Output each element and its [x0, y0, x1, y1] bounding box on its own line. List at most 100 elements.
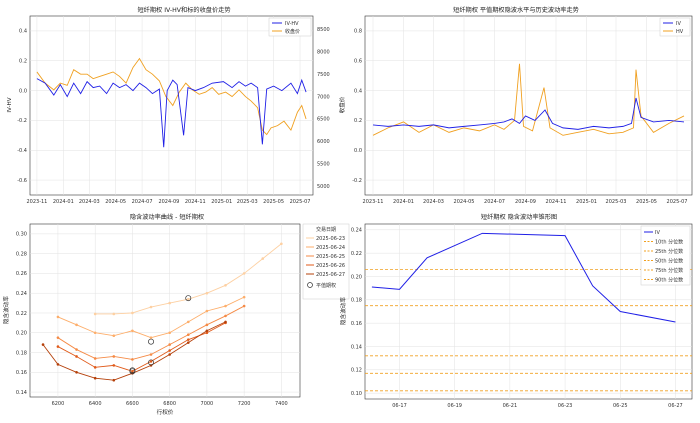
legend: IV-HV 收盘价 [268, 17, 312, 37]
atm-marker [129, 367, 136, 374]
legend-label: 90th 分位数 [655, 276, 683, 283]
data-point [205, 309, 209, 313]
data-point [168, 353, 171, 356]
y-right-tick-label: 8500 [317, 27, 330, 33]
data-point [242, 304, 246, 308]
data-point [93, 366, 97, 369]
y-left-tick-label: 0.4 [19, 29, 27, 35]
legend: 交易日期 2025-06-23 2025-06-24 2025-06-25 2025-… [302, 223, 350, 300]
x-tick-label: 2025-07 [290, 199, 311, 205]
x-tick-label: 7200 [238, 401, 251, 407]
legend-box [640, 225, 691, 286]
data-point [205, 291, 209, 295]
data-point [280, 242, 283, 246]
series-line-iv [372, 97, 685, 130]
x-tick-label: 6200 [52, 401, 65, 407]
y-axis-label: 隐含波动率 [339, 297, 347, 325]
y-tick-label: 0.28 [16, 251, 27, 257]
data-point [186, 341, 190, 344]
legend-box [302, 223, 350, 300]
data-point [112, 312, 116, 316]
data-point [56, 336, 60, 339]
x-tick-label: 2025-07 [667, 199, 688, 205]
data-point [112, 355, 116, 358]
data-point [149, 360, 153, 363]
series-line-2025-06-24 [57, 296, 245, 339]
series-line-hv [372, 63, 685, 136]
data-point [168, 331, 171, 335]
legend-label: 2025-06-25 [316, 254, 345, 260]
y-right-axis-label: 收盘价 [338, 96, 346, 113]
y-left-tick-label: -0.4 [17, 148, 27, 154]
legend-label: 2025-06-24 [316, 245, 345, 251]
x-tick-label: 6800 [163, 401, 176, 407]
data-point [224, 283, 227, 287]
y-tick-label: 0.4 [354, 88, 362, 94]
series-line-iv [371, 232, 676, 323]
y-tick-label: 0.24 [16, 291, 27, 297]
x-tick-label: 2025-05 [263, 199, 284, 205]
legend-label: IV [655, 230, 660, 236]
data-point [75, 355, 78, 358]
x-tick-label: 06-17 [392, 403, 407, 409]
data-point [131, 358, 134, 361]
y-tick-label: 0.18 [351, 298, 362, 304]
y-tick-label: 0.12 [351, 368, 362, 374]
plot-frame [29, 15, 314, 196]
y-left-tick-label: 0.2 [19, 59, 27, 65]
x-tick-label: 6600 [126, 401, 139, 407]
x-tick-label: 2024-05 [105, 199, 126, 205]
data-point [93, 312, 97, 316]
y-tick-label: 0.2 [354, 118, 362, 124]
y-left-tick-label: -0.6 [17, 178, 27, 184]
y-tick-label: 0.22 [16, 311, 27, 317]
legend-label: 50th 分位数 [655, 257, 683, 264]
data-point [205, 329, 209, 333]
data-point [205, 323, 209, 327]
y-tick-label: -0.2 [352, 178, 362, 184]
series-line-2025-06-23 [95, 243, 282, 315]
atm-marker [148, 338, 154, 345]
x-tick-label: 2025-01 [211, 199, 232, 205]
data-point [131, 311, 134, 315]
data-point [186, 333, 190, 337]
legend-title: 交易日期 [316, 226, 336, 233]
x-tick-label: 06-19 [447, 403, 462, 409]
chart-atm-iv-hv: 短纤期权 平值期权隐波水平与历史波动率走势 2023-11 2024-01 2024… [352, 6, 693, 205]
x-tick-label: 2024-05 [454, 199, 475, 205]
x-tick-label: 2023-11 [26, 199, 47, 205]
data-point [149, 353, 153, 356]
x-tick-label: 2024-01 [393, 199, 414, 205]
data-point [131, 369, 134, 373]
data-point [56, 363, 60, 366]
legend-label: 75th 分位数 [655, 267, 683, 274]
plot-frame [364, 223, 693, 400]
atm-marker [185, 295, 192, 302]
data-point [149, 336, 153, 339]
series-line-2025-06-26 [57, 322, 226, 372]
x-tick-label: 06-27 [668, 403, 683, 409]
x-tick-label: 2025-03 [606, 199, 627, 205]
x-tick-label: 2025-03 [237, 199, 258, 205]
data-point [75, 348, 78, 351]
data-point [205, 331, 209, 335]
x-axis-label: 行权价 [157, 408, 174, 416]
x-tick-label: 2024-11 [546, 199, 567, 205]
y-tick-label: 0.22 [351, 251, 362, 257]
x-tick-label: 2024-11 [185, 199, 206, 205]
y-tick-label: 0.6 [354, 59, 362, 65]
y-tick-label: 0.0 [354, 148, 362, 154]
x-tick-label: 2024-01 [53, 199, 74, 205]
data-point [186, 338, 190, 341]
y-right-tick-label: 7500 [317, 72, 330, 78]
y-tick-label: 0.24 [351, 228, 362, 234]
data-point [112, 364, 116, 367]
data-point [242, 272, 246, 275]
legend-label-iv-hv: IV-HV [285, 21, 299, 27]
legend: IV 10th 分位数 25th 分位数 50th 分位数 75th 分位数 90th 分… [640, 225, 691, 286]
y-tick-label: 0.30 [16, 232, 27, 238]
data-point [186, 297, 190, 301]
y-tick-label: 0.26 [16, 271, 27, 277]
y-tick-label: 0.18 [16, 350, 27, 356]
